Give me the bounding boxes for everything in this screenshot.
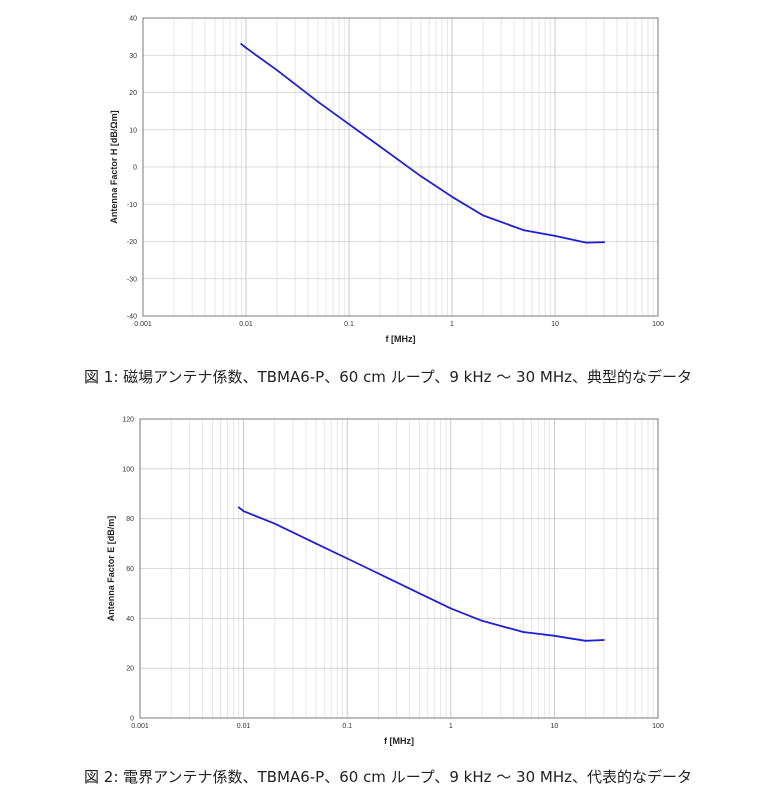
data-point bbox=[602, 639, 605, 641]
y-tick-label: 40 bbox=[129, 16, 137, 23]
y-tick-label: -20 bbox=[127, 239, 137, 246]
x-axis-title: f [MHz] bbox=[386, 334, 416, 344]
chart-magnetic-antenna-factor: 0.001 0.01 0.1 1 10 100 -40 -30 -20 -10 0 10 20 30 40 f… bbox=[109, 16, 664, 345]
data-point bbox=[451, 195, 453, 198]
data-point bbox=[377, 572, 380, 575]
data-point bbox=[237, 506, 240, 509]
data-point bbox=[449, 607, 452, 610]
data-point bbox=[420, 175, 422, 178]
y-tick-label: 20 bbox=[126, 666, 134, 673]
x-tick-label: 1 bbox=[449, 723, 453, 730]
y-tick-label: 20 bbox=[129, 90, 137, 97]
data-point bbox=[482, 214, 484, 217]
x-tick-label: 100 bbox=[652, 321, 664, 328]
figure-caption: 図 2: 電界アンテナ係数、TBMA6-P、60 cm ループ、9 kHz ～ … bbox=[84, 768, 692, 786]
chart-electric-antenna-factor: 0.001 0.01 0.1 1 10 100 0 20 40 60 80 100 120 f [MHz]… bbox=[106, 417, 664, 747]
y-tick-label: 30 bbox=[129, 53, 137, 60]
y-tick-label: 60 bbox=[126, 566, 134, 573]
y-tick-label: 0 bbox=[133, 165, 137, 172]
data-point bbox=[481, 619, 483, 622]
y-tick-label: 40 bbox=[126, 616, 134, 623]
x-tick-label: 0.001 bbox=[131, 723, 149, 730]
x-tick-label: 100 bbox=[652, 723, 664, 730]
data-point bbox=[554, 235, 556, 237]
y-tick-label: 120 bbox=[122, 417, 134, 424]
data-point bbox=[553, 634, 556, 637]
data-point bbox=[276, 69, 278, 72]
data-point bbox=[240, 43, 243, 45]
data-point bbox=[603, 241, 606, 244]
x-tick-label: 0.001 bbox=[134, 321, 152, 328]
data-point bbox=[273, 522, 276, 525]
data-point bbox=[379, 145, 381, 148]
x-tick-label: 0.01 bbox=[239, 321, 253, 328]
y-tick-label: -30 bbox=[127, 276, 137, 283]
y-tick-label: 10 bbox=[129, 127, 137, 134]
figure-caption: 図 1: 磁場アンテナ係数、TBMA6-P、60 cm ループ、9 kHz ～ … bbox=[84, 368, 692, 386]
data-point bbox=[522, 631, 525, 633]
x-tick-label: 10 bbox=[551, 723, 559, 730]
data-point bbox=[242, 510, 245, 513]
data-point bbox=[523, 229, 525, 232]
y-axis-title: Antenna Factor E [dB/m] bbox=[106, 516, 116, 622]
x-tick-label: 0.01 bbox=[237, 723, 251, 730]
data-point bbox=[584, 639, 587, 642]
y-tick-label: 0 bbox=[130, 716, 134, 723]
data-point bbox=[585, 241, 587, 244]
plot-frame bbox=[142, 17, 659, 317]
x-tick-label: 0.1 bbox=[344, 321, 354, 328]
y-tick-label: 80 bbox=[126, 516, 134, 523]
data-point bbox=[315, 542, 317, 545]
y-axis-title: Antenna Factor H [dB/Ωm] bbox=[109, 110, 119, 223]
y-tick-label: -40 bbox=[127, 314, 137, 321]
data-point bbox=[418, 592, 421, 595]
data-point bbox=[245, 46, 247, 49]
y-tick-label: -10 bbox=[127, 202, 137, 209]
y-tick-label: 100 bbox=[122, 466, 134, 473]
x-tick-label: 0.1 bbox=[342, 723, 352, 730]
x-tick-label: 1 bbox=[450, 321, 454, 328]
plot-frame bbox=[139, 418, 659, 719]
data-point bbox=[317, 100, 319, 103]
data-point bbox=[346, 557, 349, 560]
data-point bbox=[348, 123, 350, 126]
x-axis-title: f [MHz] bbox=[384, 736, 414, 746]
x-tick-label: 10 bbox=[551, 321, 559, 328]
